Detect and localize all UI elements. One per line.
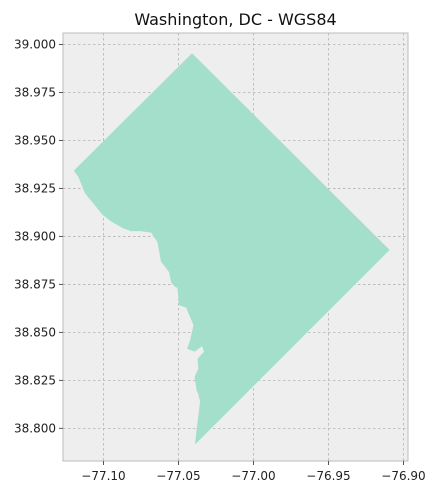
y-tick-label: 39.000 xyxy=(14,38,56,52)
y-tick-label: 38.975 xyxy=(14,85,56,99)
y-tick-label: 38.925 xyxy=(14,181,56,195)
plot-frame xyxy=(62,32,409,462)
x-tick-label: −76.95 xyxy=(306,469,350,483)
y-tick-label: 38.950 xyxy=(14,133,56,147)
y-tick-label: 38.825 xyxy=(14,373,56,387)
dc-boundary-polygon xyxy=(73,53,390,445)
y-tick-label: 38.850 xyxy=(14,325,56,339)
x-tick-label: −77.10 xyxy=(81,469,125,483)
x-tick-label: −77.05 xyxy=(156,469,200,483)
y-tick-label: 38.875 xyxy=(14,277,56,291)
y-tick-label: 38.800 xyxy=(14,421,56,435)
map-title: Washington, DC - WGS84 xyxy=(134,10,336,29)
x-tick-label: −76.90 xyxy=(381,469,425,483)
y-axis: 39.000 38.975 38.950 38.925 38.900 38.875 38.8… xyxy=(14,38,63,435)
y-tick-label: 38.900 xyxy=(14,229,56,243)
x-tick-label: −77.00 xyxy=(231,469,275,483)
x-axis: −77.10 −77.05 −77.00 −76.95 −76.90 xyxy=(81,461,426,483)
